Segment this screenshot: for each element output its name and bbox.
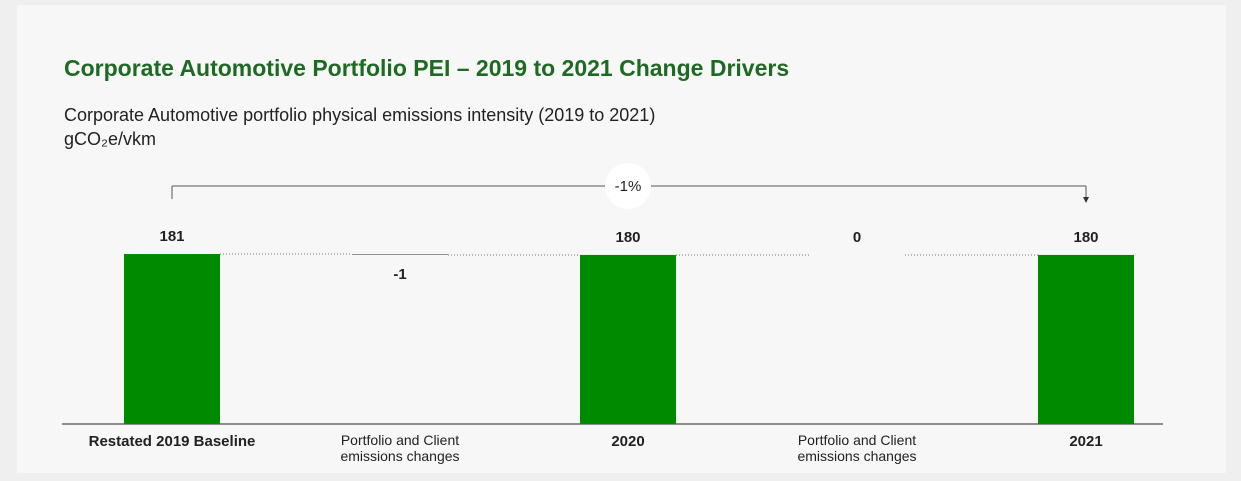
x-tick-label: Portfolio and Client emissions changes (340, 432, 460, 464)
annotation: -1% (615, 178, 642, 195)
x-tick-label: 2021 (1069, 433, 1103, 450)
x-tick-label: Restated 2019 Baseline (88, 433, 256, 450)
bar (580, 254, 676, 424)
bar (1038, 254, 1134, 424)
chart-title: Corporate Automotive Portfolio PEI – 201… (64, 55, 790, 81)
value-label: -1 (393, 266, 406, 283)
chart-panel: Corporate Automotive Portfolio PEI – 201… (17, 5, 1226, 473)
value-label: 181 (159, 228, 184, 245)
chart-subtitle: Corporate Automotive portfolio physical … (64, 105, 656, 125)
value-label: 180 (615, 229, 640, 246)
unit-label: gCO₂e/vkm (64, 129, 157, 149)
arrow-head (1083, 197, 1089, 203)
chart: -1% 181 -1 180 0 180 (62, 163, 1163, 425)
value-label: 0 (853, 229, 861, 246)
bar (124, 254, 220, 424)
x-tick-label: Portfolio and Client emissions changes (797, 432, 917, 464)
annotation-circle (605, 163, 651, 209)
x-tick-label: 2020 (611, 433, 645, 450)
delta-bar (352, 254, 448, 255)
value-label: 180 (1073, 229, 1098, 246)
